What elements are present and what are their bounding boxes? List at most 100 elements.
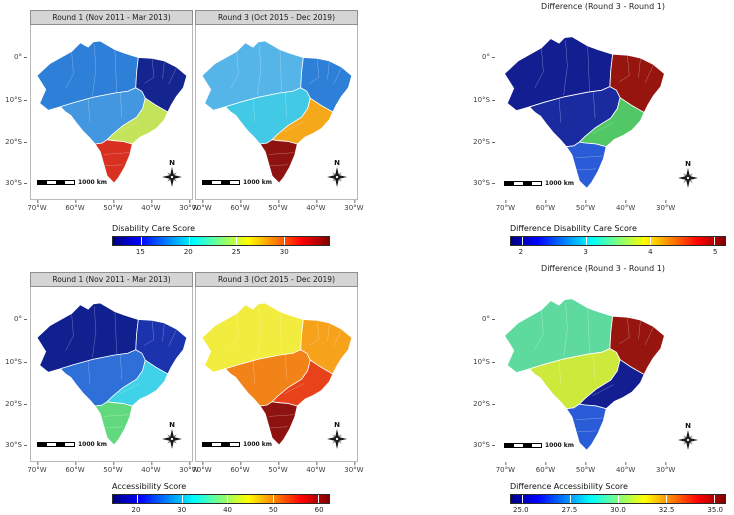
axis-tick-label: 20°S [5,138,27,147]
colorbar-tick-row: 20 30 40 50 60 [112,506,330,515]
y-axis-top-left: 0° 10°S 20°S 30°S [4,25,28,200]
x-axis-disability-round3: 70°W 60°W 50°W 40°W 30°W [192,200,364,214]
scale-bar: 1000 km [504,180,574,187]
colorbar-label: Difference Disability Care Score [510,224,637,233]
scale-bar-segments [37,180,75,185]
scale-bar-segments [504,181,542,186]
colorbar-tick-label: 35.0 [707,506,723,514]
colorbar-tick-mark [585,237,587,245]
colorbar-tick-label: 20 [183,248,193,256]
axis-tick-label: 50°W [268,462,288,474]
compass-rose: N [676,422,700,454]
axis-tick-label: 0° [482,315,495,324]
axis-tick-label: 50°W [575,462,596,474]
colorbar-tick-row: 15 20 25 30 [112,248,330,258]
colorbar-tick-label: 40 [223,506,232,514]
facet-header: Round 3 (Oct 2015 - Dec 2019) [195,10,358,25]
colorbar-tick-label: 2 [518,248,524,256]
compass-north-label: N [685,160,691,168]
axis-tick-label: 70°W [495,200,516,212]
colorbar-gradient [510,236,726,246]
map-area: 1000 km N [195,287,358,462]
compass-north-label: N [334,159,340,167]
axis-tick-label: 10°S [5,358,27,367]
axis-tick-label: 0° [14,53,27,62]
map-panel-disability-round1: Round 1 (Nov 2011 - Mar 2013) 1000 km N [30,10,193,200]
colorbar-tick-label: 30.0 [610,506,626,514]
axis-tick-label: 30°S [473,179,495,188]
scale-bar: 1000 km [202,179,272,186]
axis-tick-label: 40°W [141,200,161,212]
axis-tick-label: 20°S [473,138,495,147]
axis-tick-label: 0° [14,315,27,324]
axis-tick-label: 20°S [473,400,495,409]
axis-tick-label: 30°S [473,441,495,450]
colorbar-gradient [112,494,330,504]
scale-bar-label: 1000 km [243,441,273,448]
panel-title-accessibility-difference: Difference (Round 3 - Round 1) [541,264,665,273]
axis-tick-label: 30°W [179,462,199,474]
map-panel-disability-round3: Round 3 (Oct 2015 - Dec 2019) 1000 km N [195,10,358,200]
axis-tick-label: 0° [482,53,495,62]
axis-tick-label: 10°S [5,96,27,105]
compass-rose: N [160,159,184,191]
scale-bar: 1000 km [202,441,272,448]
colorbar-tick-mark [521,237,523,245]
axis-tick-label: 70°W [27,462,47,474]
colorbar-disability-difference: Difference Disability Care Score 2 3 4 5 [510,224,726,258]
map-area: 1000 km N [30,25,193,200]
map-panel-accessibility-round3: Round 3 (Oct 2015 - Dec 2019) 1000 km N [195,272,358,462]
axis-tick-label: 60°W [230,462,250,474]
axis-tick-label: 10°S [473,358,495,367]
x-axis-accessibility-round1: 70°W 60°W 50°W 40°W 30°W [27,462,199,476]
colorbar-tick-mark [618,495,619,503]
colorbar-tick-label: 15 [135,248,145,256]
axis-tick-label: 30°W [656,200,676,212]
axis-tick-label: 40°W [615,200,636,212]
axis-tick-label: 60°W [535,462,556,474]
axis-tick-label: 50°W [103,200,123,212]
colorbar-tick-label: 5 [712,248,718,256]
scale-bar-segments [202,180,240,185]
colorbar-tick-label: 27.5 [561,506,578,514]
colorbar-tick-mark [182,495,184,503]
axis-tick-label: 30°W [656,462,676,474]
scale-bar-segments [202,442,240,447]
axis-tick-label: 70°W [495,462,516,474]
colorbar-tick-mark [283,237,285,245]
colorbar-disability: Disability Care Score 15 20 25 30 [112,224,330,258]
colorbar-tick-mark [141,237,143,245]
scale-bar-segments [504,443,542,448]
map-area: 1000 km N [498,25,708,200]
axis-tick-label: 50°W [575,200,596,212]
axis-tick-label: 40°W [306,200,326,212]
brazil-choropleth-accessibility-difference [504,298,665,451]
axis-tick-label: 70°W [27,200,47,212]
compass-star-icon [678,168,698,188]
compass-north-label: N [685,422,691,430]
colorbar-tick-mark [650,237,652,245]
colorbar-tick-label: 30 [279,248,289,256]
colorbar-tick-label: 30 [177,506,187,514]
scale-bar-segments [37,442,75,447]
colorbar-tick-mark [318,495,320,503]
compass-rose: N [676,160,700,192]
colorbar-gradient [510,494,726,504]
map-panel-disability-difference: 1000 km N [498,25,708,200]
colorbar-tick-label: 32.5 [658,506,675,514]
axis-tick-label: 30°W [179,200,199,212]
y-axis-top-right: 0° 10°S 20°S 30°S [472,25,496,200]
colorbar-tick-row: 2 3 4 5 [510,248,726,258]
region-south [94,139,133,184]
compass-star-icon [678,430,698,450]
colorbar-tick-row: 25.0 27.5 30.0 32.5 35.0 [510,506,726,515]
colorbar-tick-mark [227,495,229,503]
facet-header: Round 1 (Nov 2011 - Mar 2013) [30,272,193,287]
colorbar-tick-mark [236,237,238,245]
axis-tick-label: 70°W [192,462,212,474]
axis-tick-label: 30°W [344,462,364,474]
colorbar-label: Disability Care Score [112,224,196,233]
scale-bar-label: 1000 km [243,179,273,186]
compass-star-icon [327,167,347,187]
